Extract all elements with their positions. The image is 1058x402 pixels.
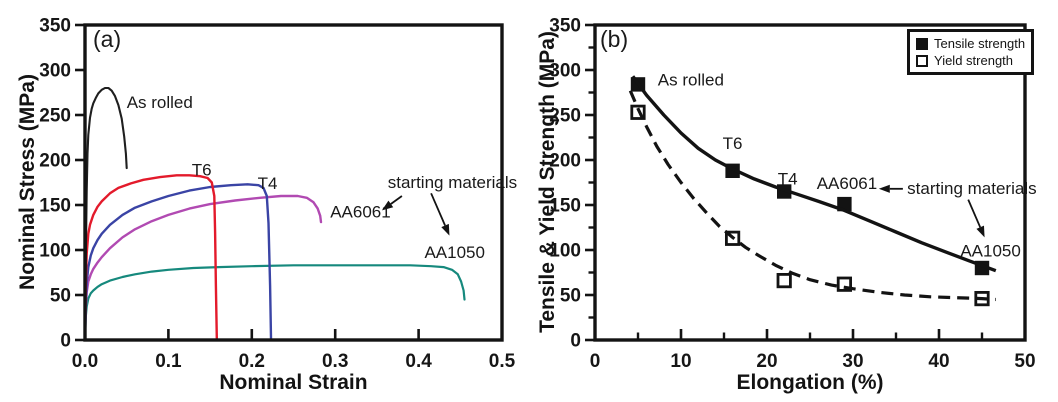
- panel-b: 0 50 100 150 200 250 300 350 0 10 20 30 40 50 As rolle…: [529, 0, 1058, 402]
- open-square-icon: [916, 54, 928, 67]
- x-tick-label: 0.1: [155, 351, 182, 372]
- x-tick-label: 30: [842, 351, 863, 372]
- y-axis-title-a: Nominal Stress (MPa): [16, 74, 39, 290]
- y-tick-label: 350: [39, 16, 71, 37]
- x-tick-label: 0.5: [489, 351, 516, 372]
- points-tensile-strength: [630, 77, 990, 276]
- arrowhead-icon: [976, 225, 985, 238]
- y-tick-label: 300: [39, 61, 71, 82]
- y-tick-label: 50: [50, 286, 71, 307]
- panel-a: 0 50 100 150 200 250 300 350 0.0 0.1 0.2 0.3 0.4 0.5 A…: [16, 16, 517, 395]
- y-tick-label: 350: [549, 16, 581, 37]
- strength-elongation-chart: 0 50 100 150 200 250 300 350 0 10 20 30 40 50 As rolle…: [549, 16, 1037, 373]
- y-tick-label: 0: [570, 331, 581, 352]
- filled-square-icon: [916, 37, 928, 50]
- y-tick-label: 200: [549, 151, 581, 172]
- curve-aa1050: [83, 264, 466, 342]
- annotation-as-rolled: As rolled: [127, 93, 193, 112]
- annotation-aa6061: AA6061: [817, 174, 878, 193]
- annotations: As rolled T6 T4 AA6061 AA1050 starting materi…: [127, 93, 517, 262]
- fit-line-solid: [631, 75, 997, 273]
- data-layer: [83, 86, 466, 342]
- legend-label-tensile: Tensile strength: [934, 36, 1026, 51]
- x-tick-label: 20: [756, 351, 777, 372]
- annotation-as-rolled: As rolled: [658, 70, 724, 89]
- arrow-0: [878, 184, 903, 193]
- plot-frame: [593, 23, 1027, 342]
- curve-t4: [83, 183, 273, 342]
- fit-line-dashed: [628, 90, 996, 302]
- x-tick-label: 0.2: [239, 351, 265, 372]
- y-tick-label: 300: [549, 61, 581, 82]
- y-tick-label: 150: [39, 196, 71, 217]
- arrowhead-icon: [878, 184, 890, 193]
- x-tick-label: 0: [590, 351, 601, 372]
- annotation-t4: T4: [778, 169, 798, 188]
- annotation-starting-materials: starting materials: [388, 173, 517, 192]
- curve-t6: [83, 174, 219, 342]
- x-tick-label: 0.0: [72, 351, 98, 372]
- x-tick-label: 40: [928, 351, 949, 372]
- plot-frame: [83, 23, 504, 342]
- curve-aa6061: [83, 194, 323, 342]
- annotation-aa6061: AA6061: [330, 203, 391, 222]
- arrow-1: [967, 199, 985, 238]
- annotation-t6: T6: [723, 134, 743, 153]
- y-tick-label: 100: [39, 241, 71, 262]
- annotation-aa1050: AA1050: [424, 243, 485, 262]
- legend-item-tensile: Tensile strength: [916, 36, 1025, 51]
- arrow-0: [381, 195, 403, 211]
- annotation-starting-materials: starting materials: [907, 179, 1036, 198]
- x-tick-label: 0.3: [322, 351, 348, 372]
- y-tick-label: 250: [39, 106, 71, 127]
- open-square-point: [776, 272, 792, 289]
- x-axis-title-b: Elongation (%): [736, 371, 884, 394]
- x-tick-label: 10: [670, 351, 691, 372]
- y-tick-label: 200: [39, 151, 71, 172]
- axes: 0 50 100 150 200 250 300 350 0 10 20 30 40 50: [549, 16, 1035, 373]
- y-tick-label: 250: [549, 106, 581, 127]
- arrowhead-icon: [381, 200, 394, 211]
- data-layer: [628, 75, 997, 307]
- legend: Tensile strength Yield strength: [907, 29, 1035, 75]
- x-axis-title-a: Nominal Strain: [219, 371, 368, 394]
- annotation-t6: T6: [192, 160, 212, 179]
- legend-item-yield: Yield strength: [916, 53, 1025, 68]
- arrowhead-icon: [441, 223, 450, 236]
- annotation-t4: T4: [258, 174, 278, 193]
- legend-label-yield: Yield strength: [934, 53, 1014, 68]
- axes: 0 50 100 150 200 250 300 350 0.0 0.1 0.2 0.3 0.4 0.5: [39, 16, 515, 373]
- x-tick-label: 50: [1014, 351, 1035, 372]
- y-tick-label: 50: [560, 286, 581, 307]
- y-axis-title-b: Tensile & Yield Strength (MPa): [536, 31, 559, 333]
- stress-strain-chart: 0 50 100 150 200 250 300 350 0.0 0.1 0.2 0.3 0.4 0.5 A…: [39, 16, 517, 373]
- y-tick-label: 0: [60, 331, 71, 352]
- arrow-1: [430, 192, 450, 236]
- x-tick-label: 0.4: [405, 351, 432, 372]
- y-tick-label: 150: [549, 196, 581, 217]
- curve-as-rolled: [83, 86, 128, 342]
- y-tick-label: 100: [549, 241, 581, 262]
- annotation-aa1050: AA1050: [960, 241, 1021, 260]
- panel-b-label: (b): [600, 26, 629, 52]
- panel-a-label: (a): [93, 26, 122, 52]
- annotations: As rolled T6 T4 AA6061 AA1050 starting materi…: [658, 70, 1037, 260]
